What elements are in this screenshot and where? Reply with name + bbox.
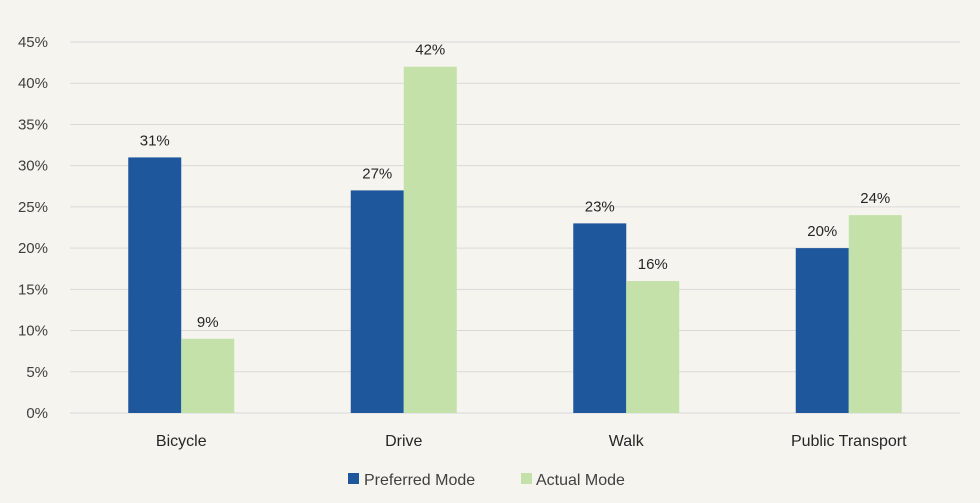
y-tick-label: 45% [18, 34, 48, 51]
y-tick-label: 40% [18, 75, 48, 92]
category-label: Walk [609, 433, 645, 450]
category-label: Public Transport [791, 433, 907, 450]
y-tick-label: 5% [26, 364, 48, 381]
data-label: 9% [197, 314, 219, 331]
bar-0-3 [795, 248, 849, 413]
legend-label: Actual Mode [536, 472, 625, 489]
legend-label: Preferred Mode [364, 472, 475, 489]
y-tick-label: 35% [18, 116, 48, 133]
bar-0-0 [128, 157, 182, 413]
y-tick-label: 30% [18, 158, 48, 175]
bar-0-1 [350, 190, 404, 413]
data-label: 42% [415, 42, 445, 59]
bar-0-2 [573, 223, 627, 413]
y-tick-label: 20% [18, 240, 48, 257]
data-label: 31% [140, 132, 170, 149]
data-labels: 31% 9% 27% 42% 23% 16% 20% 24% [140, 42, 891, 331]
category-label: Bicycle [156, 433, 207, 450]
y-tick-label: 15% [18, 281, 48, 298]
data-label: 23% [585, 198, 615, 215]
data-label: 20% [807, 223, 837, 240]
data-label: 24% [860, 190, 890, 207]
bar-1-2 [626, 281, 680, 413]
y-tick-label: 0% [26, 405, 48, 422]
data-label: 16% [638, 256, 668, 273]
legend: Preferred Mode Actual Mode [348, 472, 625, 489]
bar-1-3 [848, 215, 902, 413]
legend-swatch [521, 473, 532, 484]
x-axis-category-labels: Bicycle Drive Walk Public Transport [156, 433, 907, 450]
y-tick-label: 25% [18, 199, 48, 216]
bar-1-0 [181, 338, 235, 413]
bars [128, 66, 902, 413]
data-label: 27% [362, 165, 392, 182]
y-axis-tick-labels: 0% 5% 10% 15% 20% 25% 30% 35% 40% 45% [18, 34, 48, 422]
y-tick-label: 10% [18, 323, 48, 340]
category-label: Drive [385, 433, 422, 450]
legend-swatch [348, 473, 359, 484]
bar-1-1 [403, 66, 457, 413]
